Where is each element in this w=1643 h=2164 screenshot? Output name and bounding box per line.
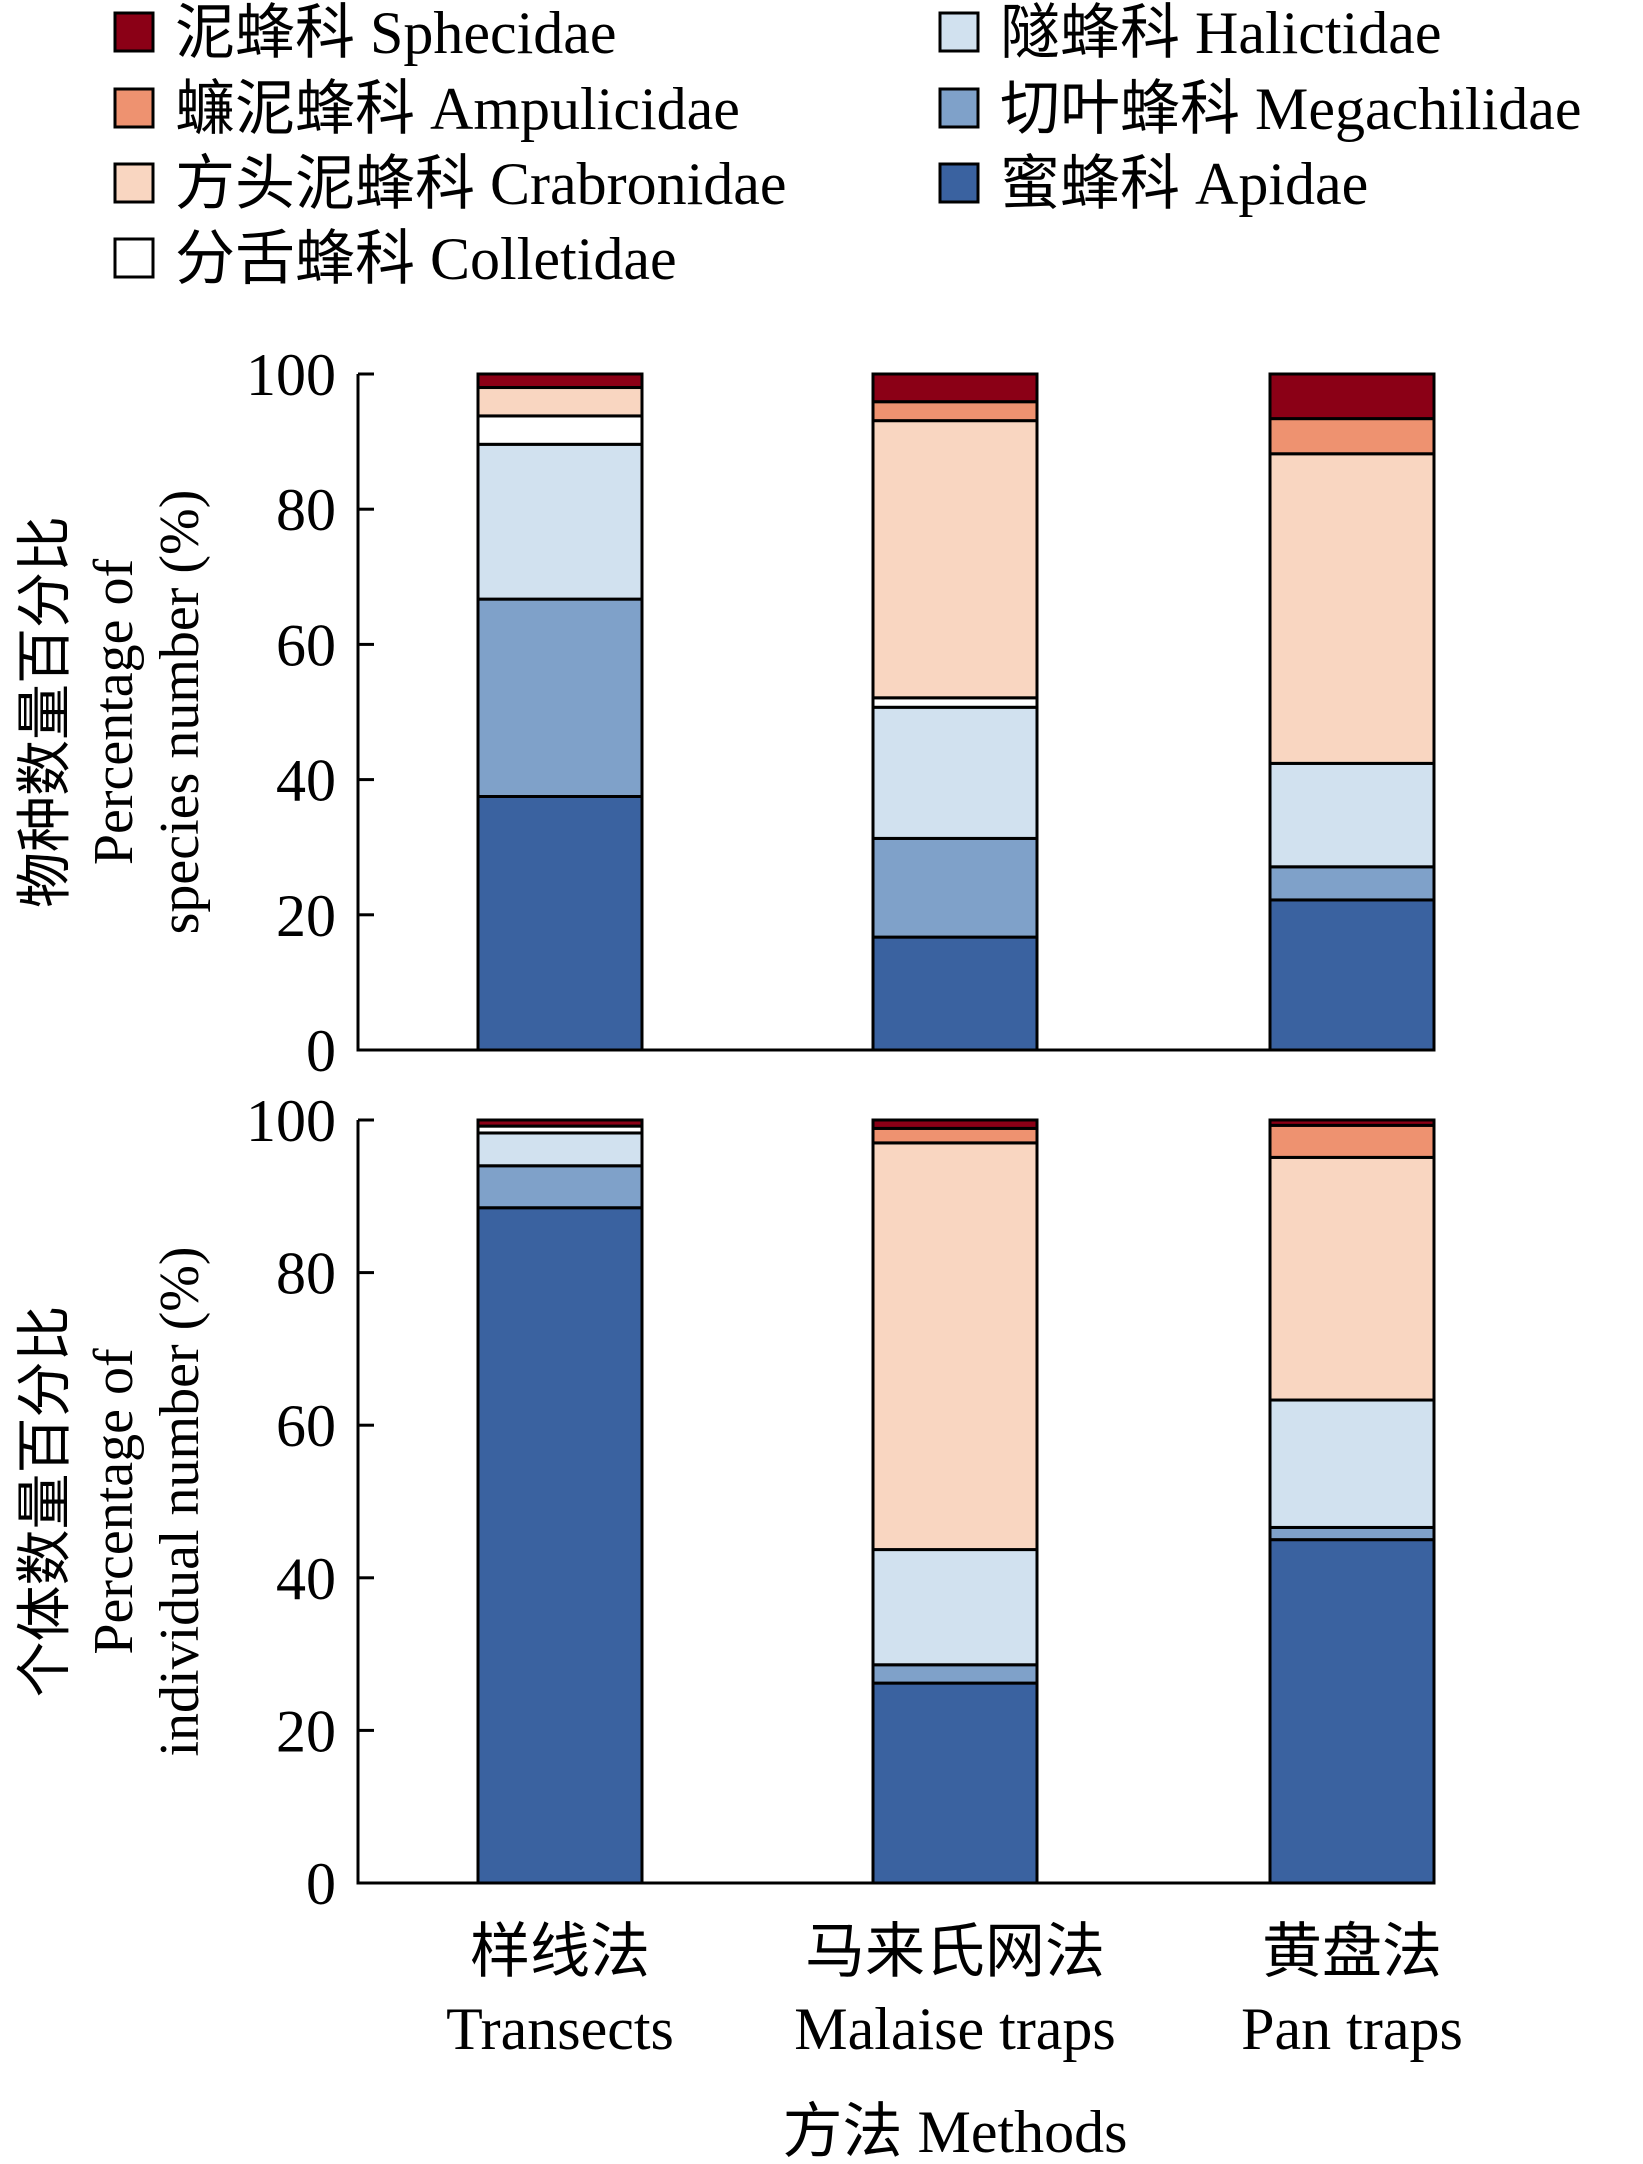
y-tick-label: 40 xyxy=(276,748,336,814)
bar-transects-sphecidae xyxy=(476,1118,644,1128)
y-tick-label: 0 xyxy=(306,1851,336,1917)
x-category-label-zh-malaise-traps: 马来氏网法 xyxy=(805,1919,1105,1985)
bar-malaise-traps-megachilidae xyxy=(871,1663,1039,1685)
bar-malaise-traps-halictidae xyxy=(871,705,1039,840)
bar-transects-colletidae xyxy=(476,414,644,446)
legend-swatch-sphecidae xyxy=(113,11,155,53)
x-axis-title: 方法 Methods xyxy=(783,2099,1128,2164)
bar-pan-traps-halictidae xyxy=(1268,761,1436,869)
bar-malaise-traps-apidae xyxy=(871,1681,1039,1885)
legend-label-sphecidae: 泥蜂科 Sphecidae xyxy=(175,0,617,66)
y-tick-label: 60 xyxy=(276,1393,336,1459)
legend-item-halictidae: 隧蜂科 Halictidae xyxy=(938,0,1442,66)
legend-label-apidae: 蜜蜂科 Apidae xyxy=(1000,151,1368,217)
bar-transects-halictidae xyxy=(476,442,644,601)
bar-pan-traps-ampulicidae xyxy=(1268,417,1436,456)
bar-pan-traps-halictidae xyxy=(1268,1398,1436,1529)
legend-item-apidae: 蜜蜂科 Apidae xyxy=(938,151,1368,217)
y-tick-label: 100 xyxy=(246,342,336,408)
bar-pan-traps-ampulicidae xyxy=(1268,1123,1436,1159)
y-axis-label-en-line1: Percentage of xyxy=(83,559,145,866)
legend-swatch-crabronidae xyxy=(113,162,155,204)
legend-swatch-ampulicidae xyxy=(113,87,155,129)
y-tick-label: 80 xyxy=(276,477,336,543)
x-category-label-zh-pan-traps: 黄盘法 xyxy=(1262,1919,1442,1985)
legend-swatch-colletidae xyxy=(113,237,155,279)
legend: 泥蜂科 Sphecidae 蠊泥蜂科 Ampulicidae 方头泥蜂科 Crabr… xyxy=(113,0,1582,292)
y-axis-label-en-line2: individual number (%) xyxy=(149,1246,211,1756)
bar-malaise-traps-halictidae xyxy=(871,1548,1039,1667)
bar-transects-apidae xyxy=(476,1206,644,1885)
legend-item-sphecidae: 泥蜂科 Sphecidae xyxy=(113,0,617,66)
legend-label-crabronidae: 方头泥蜂科 Crabronidae xyxy=(175,151,787,217)
bar-transects-megachilidae xyxy=(476,1164,644,1210)
bar-pan-traps-apidae xyxy=(1268,1538,1436,1885)
y-tick-label: 40 xyxy=(276,1546,336,1612)
legend-swatch-halictidae xyxy=(938,11,980,53)
bar-malaise-traps-crabronidae xyxy=(871,1141,1039,1552)
bar-malaise-traps-ampulicidae xyxy=(871,400,1039,423)
legend-item-crabronidae: 方头泥蜂科 Crabronidae xyxy=(113,151,787,217)
legend-label-halictidae: 隧蜂科 Halictidae xyxy=(1000,0,1442,66)
y-tick-label: 100 xyxy=(246,1088,336,1154)
y-tick-label: 0 xyxy=(306,1018,336,1084)
y-tick-label: 60 xyxy=(276,612,336,678)
x-category-labels: 样线法 Transects 马来氏网法 Malaise traps 黄盘法 Pan tra… xyxy=(446,1919,1463,2062)
bar-malaise-traps-sphecidae xyxy=(871,372,1039,404)
bar-transects-crabronidae xyxy=(476,386,644,418)
legend-label-colletidae: 分舌蜂科 Colletidae xyxy=(175,226,677,292)
y-axis-label-zh: 物种数量百分比 xyxy=(15,516,77,908)
species-percentage-panel: 0 20 40 60 80 100 物种数量百分比 Percentage of species … xyxy=(15,342,1436,1084)
bar-malaise-traps-megachilidae xyxy=(871,836,1039,939)
legend-label-ampulicidae: 蠊泥蜂科 Ampulicidae xyxy=(175,76,740,142)
bar-transects-apidae xyxy=(476,795,644,1052)
bar-pan-traps-crabronidae xyxy=(1268,452,1436,765)
bar-pan-traps-sphecidae xyxy=(1268,1118,1436,1127)
y-axis-label-en-line1: Percentage of xyxy=(83,1348,145,1655)
bar-transects-halictidae xyxy=(476,1131,644,1168)
bar-malaise-traps-ampulicidae xyxy=(871,1126,1039,1145)
bar-pan-traps-megachilidae xyxy=(1268,1525,1436,1542)
y-tick-label: 80 xyxy=(276,1241,336,1307)
bar-transects-megachilidae xyxy=(476,597,644,798)
bar-malaise-traps-apidae xyxy=(871,935,1039,1052)
y-tick-label: 20 xyxy=(276,1698,336,1764)
bar-transects-sphecidae xyxy=(476,372,644,390)
x-category-label-en-malaise-traps: Malaise traps xyxy=(794,1996,1116,2062)
legend-swatch-megachilidae xyxy=(938,87,980,129)
x-category-label-zh-transects: 样线法 xyxy=(470,1919,650,1985)
x-category-label-en-pan-traps: Pan traps xyxy=(1241,1996,1463,2062)
legend-item-colletidae: 分舌蜂科 Colletidae xyxy=(113,226,677,292)
legend-swatch-apidae xyxy=(938,162,980,204)
bar-pan-traps-apidae xyxy=(1268,898,1436,1052)
bar-pan-traps-crabronidae xyxy=(1268,1155,1436,1402)
x-category-label-en-transects: Transects xyxy=(446,1996,674,2062)
y-tick-label: 20 xyxy=(276,883,336,949)
bar-pan-traps-sphecidae xyxy=(1268,372,1436,421)
y-axis-label-zh: 个体数量百分比 xyxy=(15,1306,77,1698)
legend-item-ampulicidae: 蠊泥蜂科 Ampulicidae xyxy=(113,76,740,142)
bar-pan-traps-megachilidae xyxy=(1268,865,1436,902)
legend-label-megachilidae: 切叶蜂科 Megachilidae xyxy=(1000,76,1582,142)
bar-malaise-traps-crabronidae xyxy=(871,419,1039,700)
individual-percentage-panel: 0 20 40 60 80 100 个体数量百分比 Percentage of individu… xyxy=(15,1088,1436,1917)
legend-item-megachilidae: 切叶蜂科 Megachilidae xyxy=(938,76,1582,142)
bar-malaise-traps-sphecidae xyxy=(871,1118,1039,1130)
y-axis-label-en-line2: species number (%) xyxy=(149,490,211,935)
